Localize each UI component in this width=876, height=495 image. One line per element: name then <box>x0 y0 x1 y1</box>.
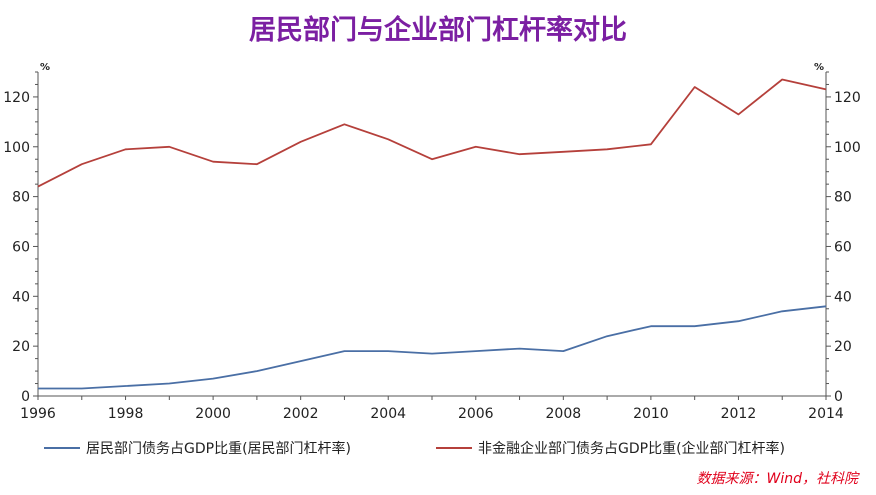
y-tick-label-left: 120 <box>3 90 30 106</box>
x-tick-label: 2006 <box>458 406 494 422</box>
source-note: 数据来源：Wind，社科院 <box>696 471 859 487</box>
y-tick-label-right: 20 <box>834 339 852 355</box>
chart-legend: 居民部门债务占GDP比重(居民部门杠杆率) 非金融企业部门债务占GDP比重(企业部… <box>44 440 785 457</box>
y-tick-label-right: 0 <box>834 389 843 405</box>
y-tick-label-left: 100 <box>3 140 30 156</box>
series-line-2 <box>37 78 827 188</box>
x-tick-label: 2014 <box>808 406 844 422</box>
x-tick-label: 1996 <box>20 406 56 422</box>
legend-label-1: 居民部门债务占GDP比重(居民部门杠杆率) <box>86 440 351 457</box>
x-tick-label: 2000 <box>195 406 231 422</box>
y-tick-label-left: 80 <box>12 190 30 206</box>
y-tick-label-left: 40 <box>12 289 30 305</box>
y-tick-label-left: 20 <box>12 339 30 355</box>
x-tick-label: 2002 <box>283 406 319 422</box>
y-tick-label-right: 40 <box>834 289 852 305</box>
x-tick-label: 2004 <box>370 406 406 422</box>
x-tick-label: 2008 <box>546 406 582 422</box>
x-tick-label: 2012 <box>721 406 757 422</box>
y-tick-label-right: 100 <box>834 140 861 156</box>
y-tick-label-right: 60 <box>834 239 852 255</box>
legend-label-2: 非金融企业部门债务占GDP比重(企业部门杠杆率) <box>478 440 785 457</box>
y-tick-label-right: 80 <box>834 190 852 206</box>
chart-series <box>37 78 827 390</box>
y-tick-label-left: 60 <box>12 239 30 255</box>
y-tick-label-right: 120 <box>834 90 861 106</box>
x-tick-label: 1998 <box>108 406 144 422</box>
chart-axes: % % 0 0 20 20 40 40 60 60 80 80 100 100 120 120 1996 1998… <box>3 62 860 422</box>
chart-title: 居民部门与企业部门杠杆率对比 <box>249 15 627 46</box>
y-tick-label-left: 0 <box>21 389 30 405</box>
series-line-1 <box>38 305 827 390</box>
y-unit-left: % <box>40 62 50 73</box>
y-unit-right: % <box>814 62 824 73</box>
x-tick-label: 2010 <box>633 406 669 422</box>
